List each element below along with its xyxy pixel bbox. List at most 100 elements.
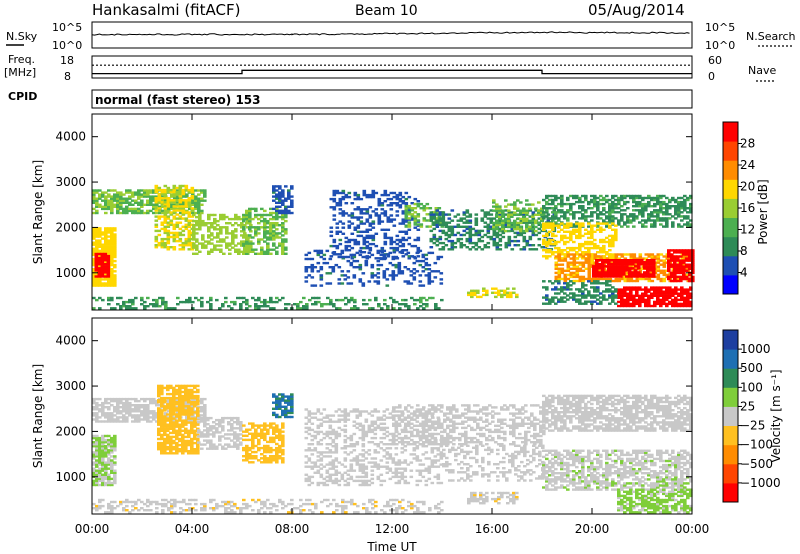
- heatmap-cell: [308, 298, 312, 302]
- heatmap-cell: [275, 185, 279, 188]
- heatmap-cell: [578, 226, 582, 229]
- heatmap-cell: [335, 226, 340, 229]
- heatmap-cell: [160, 244, 165, 247]
- heatmap-cell: [593, 296, 597, 299]
- heatmap-cell: [157, 431, 161, 435]
- heatmap-cell: [587, 242, 591, 246]
- heatmap-cell: [107, 201, 111, 204]
- heatmap-cell: [95, 406, 99, 409]
- heatmap-cell: [578, 277, 583, 281]
- heatmap-cell: [281, 201, 285, 204]
- heatmap-cell: [557, 202, 561, 206]
- heatmap-cell: [665, 304, 669, 308]
- heatmap-cell: [113, 205, 117, 208]
- heatmap-cell: [641, 292, 645, 295]
- heatmap-cell: [161, 195, 165, 198]
- heatmap-cell: [572, 298, 576, 301]
- heatmap-cell: [192, 236, 196, 239]
- heatmap-cell: [667, 251, 671, 254]
- heatmap-cell: [474, 244, 479, 247]
- heatmap-cell: [686, 211, 690, 214]
- heatmap-cell: [601, 261, 605, 264]
- heatmap-cell: [587, 261, 592, 264]
- heatmap-cell: [650, 205, 654, 208]
- heatmap-cell: [611, 240, 615, 244]
- heatmap-cell: [652, 271, 656, 274]
- heatmap-cell: [97, 271, 102, 274]
- heatmap-cell: [242, 230, 246, 233]
- heatmap-cell: [686, 302, 690, 306]
- heatmap-cell: [228, 232, 232, 235]
- heatmap-cell: [225, 244, 229, 247]
- heatmap-cell: [441, 217, 446, 220]
- heatmap-cell: [643, 275, 647, 278]
- heatmap-cell: [101, 233, 105, 236]
- heatmap-cell: [626, 219, 630, 222]
- heatmap-cell: [610, 271, 614, 274]
- heatmap-cell: [389, 191, 394, 195]
- heatmap-cell: [107, 199, 111, 202]
- heatmap-cell: [157, 386, 161, 390]
- heatmap-cell: [584, 253, 589, 256]
- heatmap-cell: [257, 213, 261, 217]
- heatmap-cell: [679, 251, 683, 254]
- heatmap-cell: [557, 300, 561, 303]
- heatmap-cell: [662, 217, 666, 220]
- heatmap-cell: [254, 298, 258, 302]
- heatmap-cell: [157, 445, 161, 449]
- heatmap-cell: [167, 307, 171, 310]
- heatmap-cell: [200, 410, 204, 413]
- heatmap-cell: [462, 229, 467, 233]
- heatmap-cell: [590, 246, 594, 250]
- heatmap-cell: [110, 245, 114, 248]
- heatmap-cell: [572, 194, 576, 198]
- heatmap-cell: [432, 223, 437, 226]
- heatmap-cell: [140, 303, 144, 306]
- heatmap-cell: [560, 200, 564, 204]
- heatmap-cell: [551, 300, 555, 303]
- heatmap-cell: [623, 288, 627, 291]
- heatmap-cell: [629, 286, 633, 289]
- heatmap-cell: [110, 307, 114, 310]
- heatmap-cell: [581, 296, 585, 299]
- heatmap-cell: [438, 235, 443, 239]
- heatmap-cell: [219, 238, 223, 241]
- heatmap-cell: [395, 210, 400, 213]
- heatmap-cell: [563, 296, 567, 299]
- heatmap-cell: [116, 205, 120, 208]
- heatmap-cell: [106, 269, 111, 272]
- heatmap-cell: [100, 252, 105, 256]
- heatmap-cell: [438, 219, 443, 222]
- heatmap-cell: [587, 277, 592, 281]
- heatmap-cell: [166, 201, 171, 204]
- heatmap-cell: [198, 215, 202, 219]
- heatmap-cell: [581, 286, 585, 289]
- heatmap-cell: [155, 412, 159, 415]
- heatmap-cell: [104, 278, 108, 281]
- heatmap-cell: [557, 246, 561, 250]
- heatmap-cell: [116, 408, 120, 411]
- heatmap-cell: [425, 303, 429, 306]
- heatmap-cell: [116, 209, 120, 213]
- heatmap-cell: [596, 257, 601, 260]
- heatmap-cell: [581, 284, 585, 287]
- heatmap-cell: [575, 196, 579, 200]
- heatmap-cell: [266, 250, 270, 253]
- heatmap-cell: [344, 193, 349, 197]
- heatmap-cell: [584, 240, 588, 244]
- heatmap-cell: [424, 261, 429, 265]
- heatmap-cell: [134, 307, 138, 310]
- heatmap-cell: [146, 296, 150, 300]
- heatmap-cell: [622, 269, 626, 272]
- heatmap-cell: [383, 236, 388, 240]
- heatmap-cell: [674, 209, 678, 212]
- heatmap-cell: [341, 222, 346, 225]
- heatmap-cell: [332, 208, 337, 211]
- heatmap-cell: [492, 237, 497, 241]
- heatmap-cell: [163, 433, 167, 437]
- heatmap-cell: [641, 298, 645, 302]
- heatmap-cell: [613, 263, 617, 266]
- heatmap-cell: [504, 241, 509, 245]
- heatmap-cell: [187, 188, 192, 192]
- heatmap-cell: [231, 238, 235, 241]
